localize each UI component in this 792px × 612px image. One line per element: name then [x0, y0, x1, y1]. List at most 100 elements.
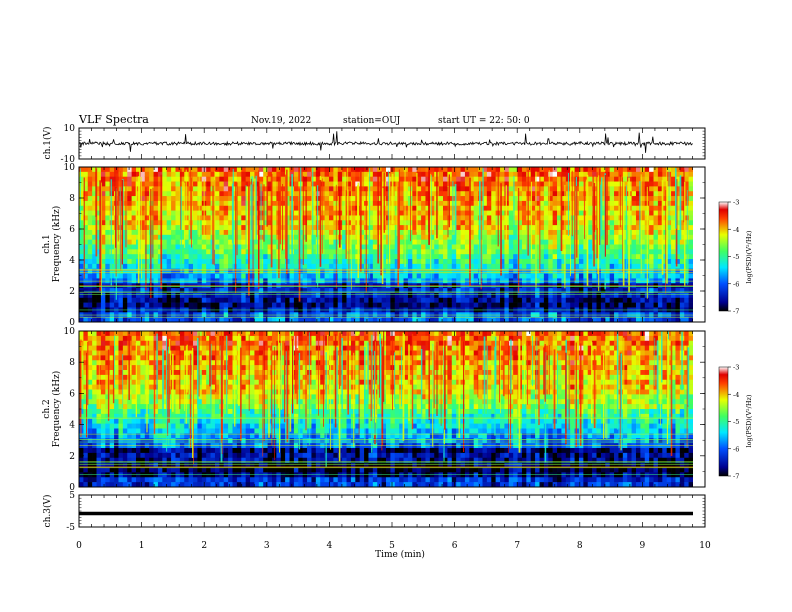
spectrogram-cell — [83, 418, 89, 424]
spectrogram-cell — [557, 268, 562, 274]
spectrogram-cell — [100, 229, 106, 236]
spectrogram-cell — [561, 302, 567, 308]
spectrogram-cell — [311, 283, 317, 289]
spectrogram-cell — [302, 268, 308, 274]
spectrogram-cell — [355, 176, 360, 182]
spectrogram-cell — [609, 200, 615, 207]
spectrogram-cell — [83, 404, 89, 410]
spectrogram-cell — [482, 249, 488, 255]
spectrogram-cell — [640, 220, 646, 226]
spectrogram-cell — [622, 229, 628, 236]
spectrogram-cell — [302, 239, 308, 245]
spectrogram-cell — [236, 191, 242, 197]
spectrogram-cell — [539, 273, 545, 279]
spectrogram-cell — [250, 171, 255, 177]
spectrogram-cell — [267, 196, 273, 202]
spectrogram-cell — [250, 273, 255, 279]
spectrogram-cell — [359, 254, 365, 260]
spectrogram-cell — [552, 196, 558, 202]
spectrogram-cell — [324, 205, 330, 211]
spectrogram-cell — [394, 297, 400, 303]
spectrogram-cell — [482, 297, 488, 303]
spectrogram-cell — [87, 210, 93, 216]
spectrogram-cell — [324, 210, 330, 216]
spectrogram-cell — [293, 263, 299, 270]
spectrogram-cell — [407, 317, 413, 323]
spectrogram-cell — [83, 200, 89, 207]
spectrogram-cell — [228, 210, 233, 216]
spectrogram-cell — [105, 302, 110, 308]
spectrogram-cell — [109, 200, 115, 207]
spectrogram-cell — [416, 254, 422, 260]
spectrogram-streak — [397, 186, 399, 288]
y-tick-label: 2 — [69, 287, 75, 297]
spectrogram-cell — [184, 268, 189, 274]
ch1-spectrogram-ylabel-frequency: Frequency (kHz) — [51, 206, 62, 283]
spectrogram-cell — [324, 225, 330, 231]
spectrogram-cell — [219, 176, 225, 182]
spectrogram-cell — [653, 171, 659, 177]
spectrogram-cell — [184, 292, 189, 299]
spectrogram-cell — [675, 210, 681, 216]
spectrogram-cell — [443, 205, 448, 211]
spectrogram-cell — [302, 229, 308, 236]
spectrogram-cell — [464, 249, 470, 255]
spectrogram-cell — [500, 239, 505, 245]
spectrogram-cell — [342, 234, 347, 240]
spectrogram-cell — [574, 259, 580, 265]
spectrogram-cell — [425, 288, 431, 294]
spectrogram-cell — [421, 288, 426, 294]
spectrogram-cell — [149, 205, 154, 211]
spectrogram-cell — [535, 191, 540, 197]
spectrogram-cell — [175, 273, 181, 279]
spectrogram-cell — [109, 210, 115, 216]
spectrogram-cell — [407, 273, 413, 279]
spectrogram-cell — [517, 196, 523, 202]
spectrogram-cell — [263, 171, 268, 177]
spectrogram-cell — [521, 181, 527, 187]
spectrogram-cell — [631, 181, 637, 187]
spectrogram-cell — [223, 273, 229, 279]
spectrogram-cell — [92, 205, 97, 211]
spectrogram-cell — [267, 244, 273, 250]
spectrogram-cell — [214, 292, 220, 299]
spectrogram-cell — [241, 239, 246, 245]
spectrogram-cell — [557, 191, 562, 197]
spectrogram-cell — [271, 254, 277, 260]
spectrogram-cell — [513, 249, 518, 255]
spectrogram-streak — [367, 173, 369, 226]
spectrogram-cell — [293, 229, 299, 236]
spectrogram-cell — [535, 249, 540, 255]
spectrogram-cell — [320, 171, 325, 177]
spectrogram-cell — [421, 181, 426, 187]
spectrogram-cell — [83, 355, 89, 361]
spectrogram-cell — [236, 229, 242, 236]
spectrogram-cell — [508, 191, 514, 197]
spectrogram-cell — [337, 186, 343, 192]
spectrogram-cell — [671, 225, 676, 231]
spectrogram-cell — [605, 268, 610, 274]
spectrogram-cell — [232, 191, 238, 197]
spectrogram-cell — [583, 225, 589, 231]
spectrogram-cell — [350, 176, 356, 182]
spectrogram-cell — [622, 196, 628, 202]
spectrogram-streak — [305, 190, 307, 242]
spectrogram-cell — [570, 167, 575, 173]
spectrogram-cell — [228, 176, 233, 182]
spectrogram-cell — [460, 283, 466, 289]
spectrogram-cell — [425, 215, 431, 221]
spectrogram-cell — [649, 186, 654, 192]
spectrogram-cell — [122, 292, 128, 299]
spectrogram-streak — [560, 174, 563, 251]
spectrogram-cell — [105, 292, 110, 299]
spectrogram-cell — [666, 288, 672, 294]
spectrogram-cell — [245, 171, 251, 177]
spectrogram-cell — [144, 176, 150, 182]
spectrogram-cell — [280, 273, 286, 279]
spectrogram-cell — [293, 239, 299, 245]
spectrogram-cell — [298, 268, 303, 274]
spectrogram-cell — [79, 283, 84, 289]
spectrogram-cell — [517, 225, 523, 231]
spectrogram-streak — [377, 176, 379, 264]
spectrogram-cell — [609, 196, 615, 202]
